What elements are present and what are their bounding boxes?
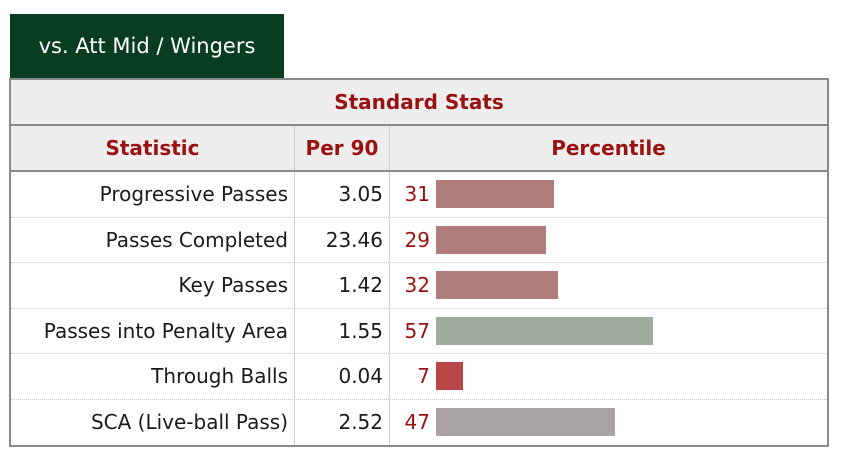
percentile-bar [436,225,547,254]
percentile-bar [436,362,463,391]
percentile-value: 32 [404,273,430,298]
stat-label: Passes into Penalty Area [11,308,295,353]
per90-value: 2.52 [295,399,390,445]
percentile-bar-track [436,180,827,209]
table-row: Progressive Passes 3.05 31 [11,172,827,218]
percentile-bar-track [436,408,827,437]
percentile-bar-track [436,271,827,300]
percentile-value: 29 [404,227,430,252]
table-row: Passes into Penalty Area 1.55 57 [11,308,827,354]
percentile-cell: 32 [390,263,827,308]
stat-label: Progressive Passes [11,172,295,217]
percentile-cell: 31 [390,172,827,217]
table-row: SCA (Live-ball Pass) 2.52 47 [11,399,827,446]
percentile-cell: 47 [390,400,827,446]
percentile-value: 7 [417,364,430,389]
column-header-statistic: Statistic [11,126,295,170]
per90-value: 0.04 [295,354,390,399]
per90-value: 23.46 [295,217,390,262]
percentile-bar-track [436,362,827,391]
stat-label: Key Passes [11,263,295,308]
stat-label: Through Balls [11,354,295,399]
tab-label: vs. Att Mid / Wingers [38,34,256,58]
stat-label: Passes Completed [11,217,295,262]
column-header-percentile: Percentile [551,136,666,160]
per90-value: 3.05 [295,172,390,217]
table-row: Key Passes 1.42 32 [11,263,827,309]
per90-value: 1.55 [295,308,390,353]
percentile-value: 47 [404,410,430,435]
tab-att-mid-wingers[interactable]: vs. Att Mid / Wingers [10,14,284,78]
per90-value: 1.42 [295,263,390,308]
stat-label: SCA (Live-ball Pass) [11,399,295,445]
percentile-cell: 7 [390,354,827,399]
percentile-bar [436,316,653,345]
percentile-bar-track [436,225,827,254]
percentile-value: 31 [404,182,430,207]
percentile-bar [436,408,615,437]
percentile-bar [436,271,558,300]
column-header-row: Statistic Per 90 Percentile [11,126,827,172]
percentile-bar-track [436,316,827,345]
section-title: Standard Stats [11,80,827,126]
table-body: Progressive Passes 3.05 31 Passes Comple… [11,172,827,445]
percentile-value: 57 [404,318,430,343]
percentile-cell: 29 [390,218,827,263]
percentile-bar [436,180,554,209]
table-row: Passes Completed 23.46 29 [11,217,827,263]
standard-stats-table: Standard Stats Statistic Per 90 Percenti… [9,78,829,447]
table-row: Through Balls 0.04 7 [11,354,827,400]
percentile-cell: 57 [390,309,827,354]
column-header-per90: Per 90 [295,126,390,170]
